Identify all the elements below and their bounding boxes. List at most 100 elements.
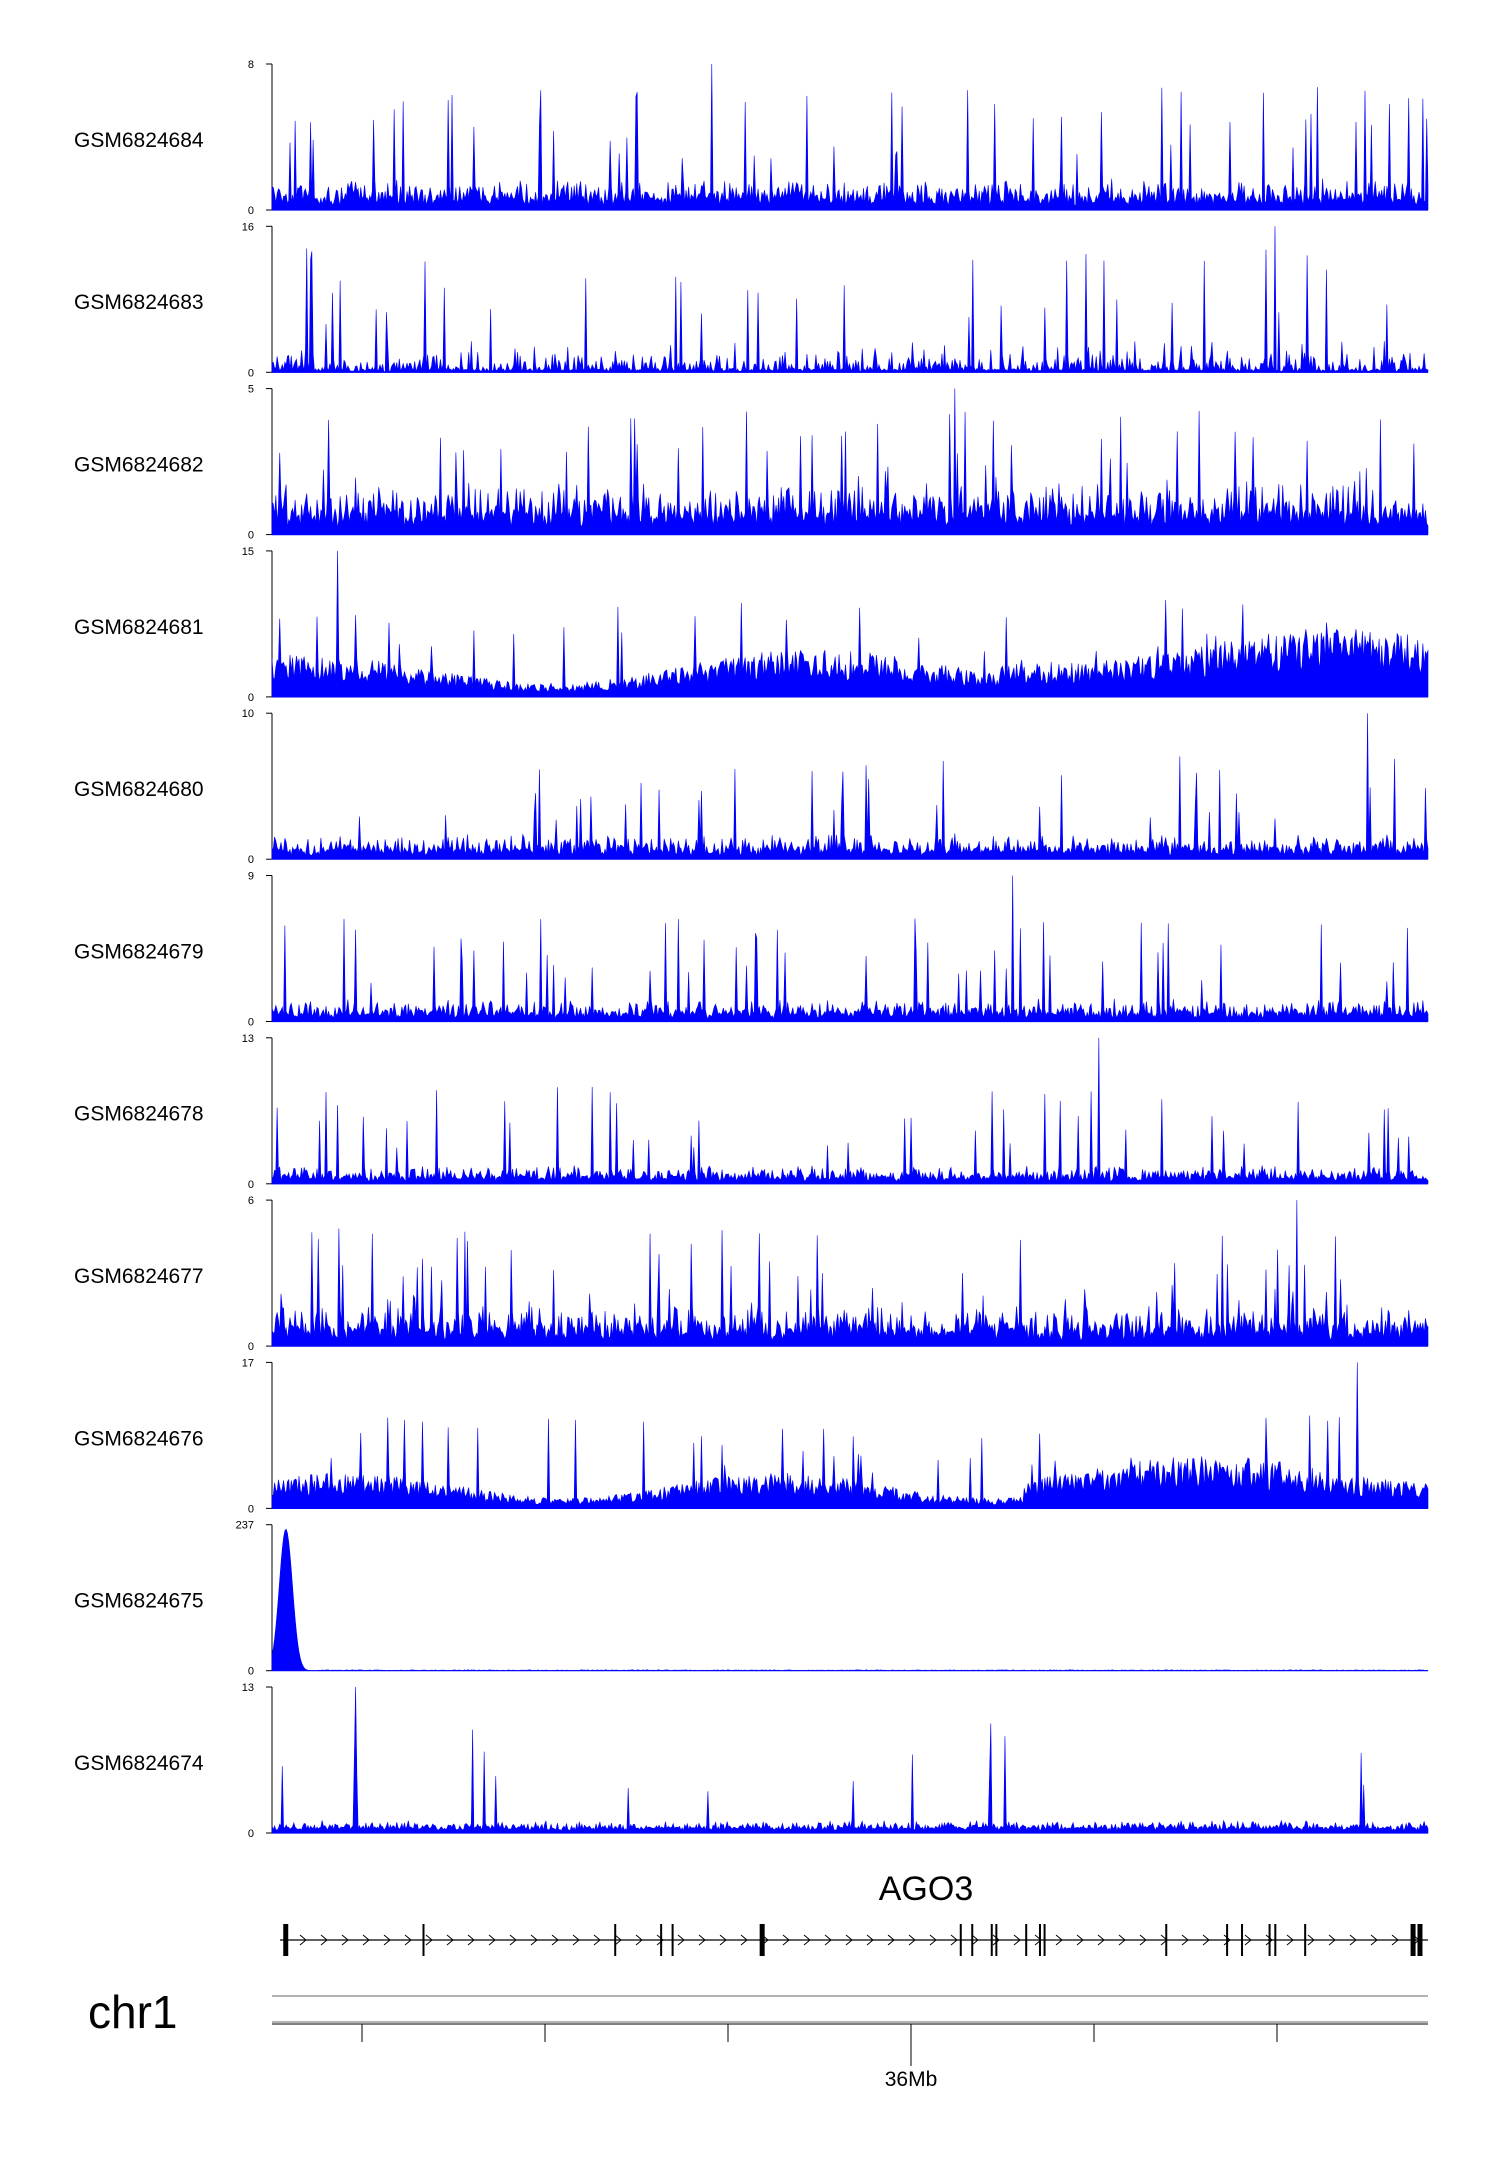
y-tick-label-min: 0 bbox=[248, 367, 254, 379]
y-tick-label-min: 0 bbox=[248, 854, 254, 866]
strand-arrow bbox=[467, 1934, 475, 1946]
gene-exon bbox=[1241, 1924, 1244, 1956]
track-GSM6824680: GSM6824680 10 0 bbox=[74, 708, 1429, 866]
gene-exon bbox=[1274, 1924, 1277, 1956]
gene-exon bbox=[1165, 1924, 1168, 1956]
y-tick-label-min: 0 bbox=[248, 1666, 254, 1678]
gene-exon bbox=[671, 1924, 674, 1956]
track-GSM6824676: GSM6824676 17 0 bbox=[74, 1357, 1429, 1515]
coverage-area bbox=[271, 388, 1429, 535]
strand-arrow bbox=[551, 1934, 559, 1946]
strand-arrow bbox=[992, 1934, 1000, 1946]
track-GSM6824684: GSM6824684 8 0 bbox=[74, 59, 1429, 217]
strand-arrow bbox=[929, 1934, 937, 1946]
strand-arrow bbox=[845, 1934, 853, 1946]
strand-arrow bbox=[593, 1934, 601, 1946]
strand-arrow bbox=[782, 1934, 790, 1946]
strand-arrow bbox=[1076, 1934, 1084, 1946]
strand-arrow bbox=[1202, 1934, 1210, 1946]
gene-track: AGO3 bbox=[280, 1870, 1428, 1956]
coverage-area bbox=[271, 226, 1429, 373]
strand-arrow bbox=[635, 1934, 643, 1946]
track-label: GSM6824680 bbox=[74, 778, 204, 801]
gene-exon bbox=[1410, 1924, 1416, 1956]
gene-exon bbox=[660, 1924, 663, 1956]
y-tick-label-min: 0 bbox=[248, 530, 254, 542]
y-tick-label-max: 13 bbox=[242, 1682, 254, 1694]
y-tick-label-min: 0 bbox=[248, 1179, 254, 1191]
strand-arrow bbox=[908, 1934, 916, 1946]
gene-exon bbox=[959, 1924, 962, 1956]
strand-arrow bbox=[950, 1934, 958, 1946]
track-GSM6824677: GSM6824677 6 0 bbox=[74, 1195, 1429, 1353]
coverage-area bbox=[271, 1528, 1429, 1672]
y-tick-label-min: 0 bbox=[248, 1503, 254, 1515]
strand-arrow bbox=[656, 1934, 664, 1946]
strand-arrow bbox=[1328, 1934, 1336, 1946]
gene-exon bbox=[1268, 1924, 1271, 1956]
gene-exon bbox=[1043, 1924, 1046, 1956]
track-GSM6824682: GSM6824682 5 0 bbox=[74, 384, 1429, 542]
gene-exon bbox=[1304, 1924, 1307, 1956]
strand-arrow bbox=[530, 1934, 538, 1946]
strand-arrow bbox=[488, 1934, 496, 1946]
strand-arrow bbox=[698, 1934, 706, 1946]
y-tick-label-max: 237 bbox=[236, 1520, 254, 1532]
track-label: GSM6824681 bbox=[74, 616, 204, 639]
track-GSM6824681: GSM6824681 15 0 bbox=[74, 546, 1429, 704]
coverage-area bbox=[271, 875, 1429, 1022]
strand-arrow bbox=[446, 1934, 454, 1946]
track-GSM6824678: GSM6824678 13 0 bbox=[74, 1033, 1429, 1191]
strand-arrow bbox=[1034, 1934, 1042, 1946]
strand-arrow bbox=[362, 1934, 370, 1946]
strand-arrow bbox=[803, 1934, 811, 1946]
gene-exon bbox=[1417, 1924, 1423, 1956]
strand-arrow bbox=[1391, 1934, 1399, 1946]
axis-marks: 36Mb bbox=[272, 1995, 1428, 2091]
strand-arrow bbox=[1370, 1934, 1378, 1946]
gene-exon bbox=[990, 1924, 993, 1956]
track-GSM6824675: GSM6824675 237 0 bbox=[74, 1520, 1429, 1678]
y-tick-label-max: 6 bbox=[248, 1195, 254, 1207]
strand-arrow bbox=[425, 1934, 433, 1946]
y-tick-label-min: 0 bbox=[248, 1828, 254, 1840]
strand-arrow bbox=[1181, 1934, 1189, 1946]
coverage-area bbox=[271, 1686, 1429, 1834]
y-tick-label-max: 8 bbox=[248, 59, 254, 71]
gene-name-label: AGO3 bbox=[879, 1870, 973, 1908]
strand-arrow bbox=[404, 1934, 412, 1946]
strand-arrow bbox=[740, 1934, 748, 1946]
strand-arrow bbox=[887, 1934, 895, 1946]
y-tick-label-max: 16 bbox=[242, 221, 254, 233]
track-label: GSM6824677 bbox=[74, 1265, 204, 1288]
coverage-area bbox=[271, 1037, 1429, 1185]
gene-exon bbox=[995, 1924, 998, 1956]
track-GSM6824674: GSM6824674 13 0 bbox=[74, 1682, 1429, 1840]
strand-arrow bbox=[572, 1934, 580, 1946]
y-tick-label-max: 10 bbox=[242, 708, 254, 720]
gene-exon bbox=[283, 1924, 289, 1956]
y-tick-label-max: 9 bbox=[248, 871, 254, 883]
y-tick-label-max: 15 bbox=[242, 546, 254, 558]
track-label: GSM6824675 bbox=[74, 1590, 204, 1613]
y-tick-label-max: 17 bbox=[242, 1357, 254, 1369]
strand-arrow bbox=[1244, 1934, 1252, 1946]
track-label: GSM6824684 bbox=[74, 129, 204, 152]
strand-arrow bbox=[383, 1934, 391, 1946]
chromosome-axis: chr1 36Mb bbox=[88, 1986, 1428, 2091]
track-label: GSM6824682 bbox=[74, 454, 204, 477]
chromosome-label: chr1 bbox=[88, 1986, 177, 2038]
strand-arrow bbox=[1013, 1934, 1021, 1946]
strand-arrow bbox=[1097, 1934, 1105, 1946]
gene-exon bbox=[1025, 1924, 1028, 1956]
gene-exon bbox=[1038, 1924, 1041, 1956]
strand-arrow bbox=[1349, 1934, 1357, 1946]
y-tick-label-min: 0 bbox=[248, 692, 254, 704]
gene-exon bbox=[971, 1924, 974, 1956]
coverage-area bbox=[271, 1200, 1429, 1347]
strand-arrow bbox=[320, 1934, 328, 1946]
y-tick-label-min: 0 bbox=[248, 1341, 254, 1353]
track-GSM6824683: GSM6824683 16 0 bbox=[74, 221, 1429, 379]
strand-arrow bbox=[824, 1934, 832, 1946]
